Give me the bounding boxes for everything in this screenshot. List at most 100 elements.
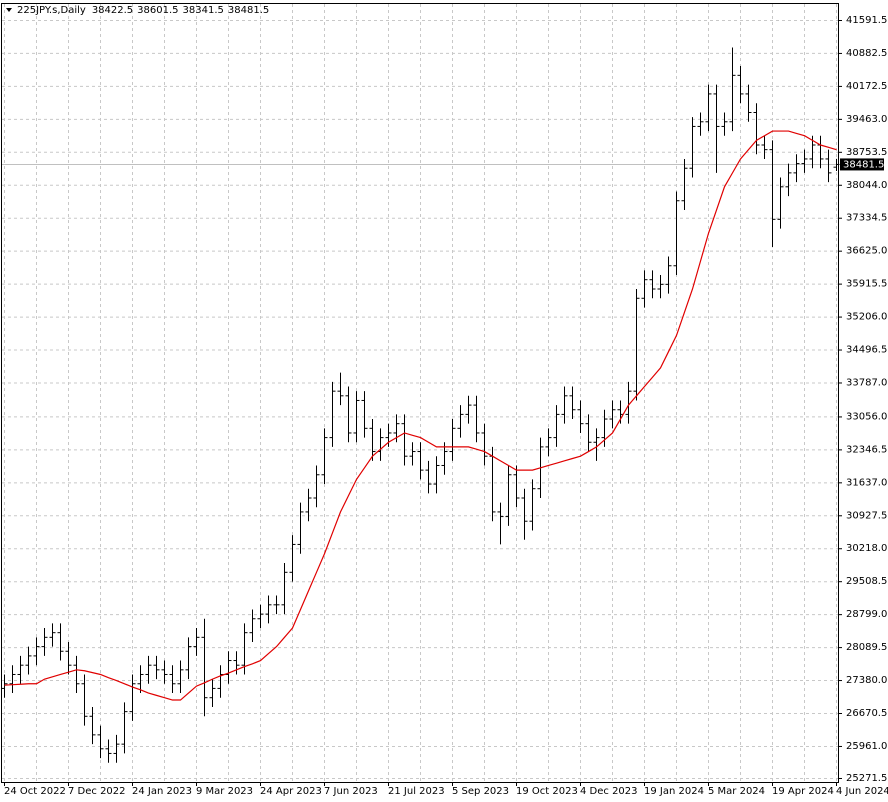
ohlc-bar [505,465,512,526]
current-price-box [840,158,884,171]
ohlc-bar [169,665,176,694]
ohlc-bar [33,637,40,666]
y-tick-label: 33787.0 [846,377,887,388]
ohlc-bar [441,442,448,475]
ohlc-bar [81,674,88,726]
ohlc-bar [577,400,584,433]
y-tick-label: 38044.0 [846,180,887,191]
ohlc-bar [561,386,568,424]
ohlc-bar [345,386,352,443]
ohlc-bar [265,595,272,624]
ohlc-bar [665,256,672,294]
ohlc-bar [745,84,752,122]
y-tick-label: 26670.5 [846,708,887,719]
x-tick-label: 24 Jan 2023 [132,786,192,797]
ohlc-bar [49,623,56,647]
x-tick-label: 5 Mar 2024 [708,786,765,797]
y-tick-label: 28799.0 [846,609,887,620]
ohlc-bar [249,609,256,642]
ohlc-bar [273,595,280,615]
y-tick-label: 35206.0 [846,312,887,323]
chart-header: 225JPY.s,Daily 38422.5 38601.5 38341.5 38481… [17,5,269,16]
ohlc-bar [449,419,456,461]
ohlc-bar [793,154,800,183]
ohlc-bar [321,428,328,485]
y-tick-label: 25961.0 [846,741,887,752]
ohlc-bar [473,395,480,443]
ohlc-bar [465,395,472,424]
ohlc-bar [201,618,208,717]
ohlc-bar [809,135,816,169]
y-tick-label: 35915.5 [846,279,887,290]
ohlc-bar [705,84,712,132]
ohlc-bar [209,679,216,707]
ohlc-bar [401,414,408,466]
x-tick-label: 21 Jul 2023 [388,786,445,797]
x-tick-label: 4 Dec 2023 [580,786,638,797]
ohlc-bar [233,651,240,675]
ohlc-bar [713,84,720,173]
x-tick-label: 9 Mar 2023 [196,786,253,797]
symbol-menu-icon[interactable] [6,8,12,12]
ohlc-bar [433,456,440,494]
ohlc-bar [625,381,632,424]
ohlc-bar [569,386,576,420]
ohlc-bar [281,563,288,615]
x-tick-label: 24 Apr 2023 [260,786,322,797]
ohlc-bar [481,423,488,466]
ohlc-bar [153,655,160,680]
ohlc-bar [65,641,72,675]
ohlc-bar [545,428,552,457]
ohlc-bar [297,502,304,554]
ohlc-bar [593,428,600,461]
y-tick-label: 38753.5 [846,147,887,158]
ohlc-bar [657,275,664,299]
ohlc-bar [329,381,336,447]
ohlc-bar [825,149,832,183]
y-tick-label: 30218.0 [846,543,887,554]
ohlc-bar [801,149,808,173]
header-close: 38481.5 [228,5,269,16]
ohlc-bar [769,140,776,248]
y-tick-label: 41591.5 [846,15,887,26]
ohlc-bar [529,479,536,531]
ohlc-bar [137,665,144,694]
y-tick-label: 40172.5 [846,81,887,92]
ohlc-bar [409,442,416,466]
ohlc-bar [737,66,744,104]
ohlc-bar [513,465,520,508]
y-tick-label: 37334.5 [846,213,887,224]
header-high: 38601.5 [137,5,178,16]
x-tick-label: 19 Apr 2024 [772,786,834,797]
ohlc-bar [585,414,592,452]
ohlc-bar [337,372,344,406]
y-tick-label: 32346.5 [846,444,887,455]
ohlc-bar [129,674,136,721]
ohlc-bar [305,488,312,522]
ohlc-bar [193,628,200,656]
x-tick-label: 5 Sep 2023 [452,786,509,797]
ohlc-bar [633,288,640,401]
ohlc-bar [697,112,704,136]
ohlc-bar [161,660,168,684]
ohlc-bar [673,191,680,276]
x-tick-label: 7 Jun 2023 [324,786,378,797]
ohlc-bar [417,442,424,480]
ohlc-bar [553,405,560,447]
ohlc-bar [105,739,112,763]
ohlc-bar [73,655,80,694]
plot-frame [1,3,839,783]
ohlc-bar [313,465,320,508]
ohlc-bar [681,158,688,211]
ohlc-bar [25,646,32,675]
y-tick-label: 33056.0 [846,411,887,422]
x-tick-label: 19 Jan 2024 [644,786,704,797]
ohlc-bar [729,47,736,132]
ohlc-bar [497,502,504,545]
header-open: 38422.5 [92,5,133,16]
ohlc-bar [649,270,656,299]
ohlc-bar [97,725,104,759]
ohlc-bar [9,665,16,694]
ohlc-bar [89,706,96,745]
